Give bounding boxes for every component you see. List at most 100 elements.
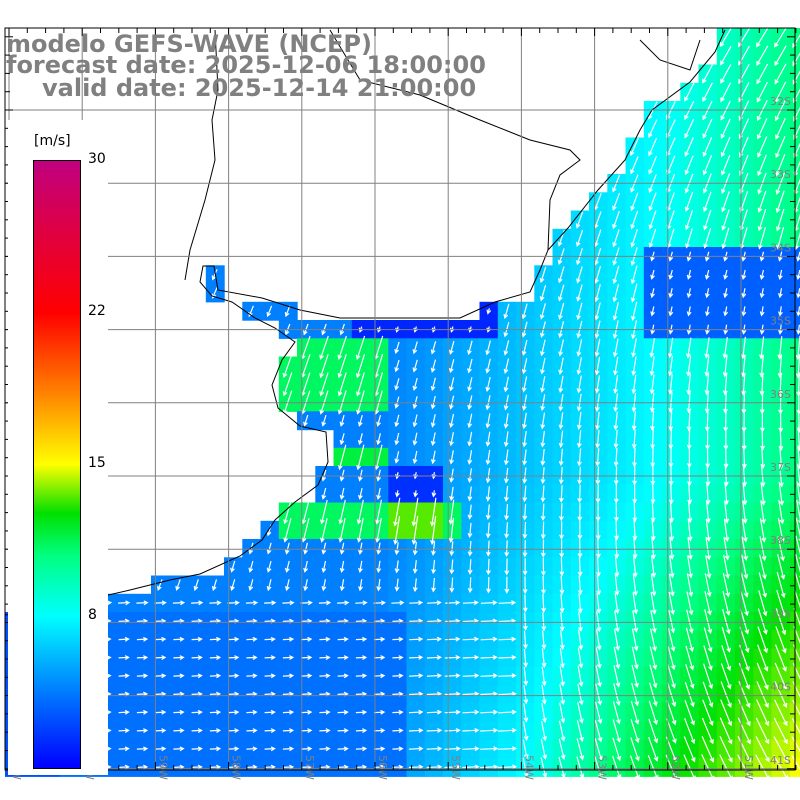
wind-arrow	[685, 228, 693, 249]
wind-arrow	[339, 487, 345, 500]
wind-arrow	[559, 539, 565, 559]
wind-arrow	[796, 499, 800, 524]
wind-arrow	[684, 155, 694, 176]
wind-arrow	[430, 395, 436, 410]
wind-arrow	[594, 737, 603, 761]
wind-arrow	[559, 629, 565, 650]
wind-arrow	[704, 355, 710, 377]
wind-arrow	[704, 337, 710, 359]
wind-arrow	[540, 430, 546, 448]
wind-arrow	[485, 413, 491, 429]
wind-arrow	[209, 655, 222, 661]
wind-arrow	[666, 700, 677, 726]
border-line	[184, 29, 701, 281]
wind-arrow	[741, 536, 749, 561]
wind-arrow	[444, 764, 462, 770]
wind-arrow	[394, 341, 400, 355]
wind-arrow	[648, 192, 657, 212]
wind-arrow	[687, 465, 693, 487]
wind-arrow	[576, 412, 582, 430]
wind-arrow	[503, 449, 509, 466]
wind-arrow	[209, 600, 222, 606]
wind-arrow	[666, 682, 677, 708]
wind-arrow	[319, 372, 329, 397]
wind-arrow	[650, 574, 657, 597]
wind-arrow	[722, 336, 728, 359]
wind-arrow	[614, 520, 620, 541]
wind-arrow	[412, 541, 418, 556]
wind-arrow	[667, 374, 673, 395]
wind-arrow	[558, 412, 564, 430]
lat-label: 37S	[770, 461, 791, 474]
wind-arrow	[559, 521, 565, 540]
wind-arrow	[577, 683, 584, 706]
wind-arrow	[577, 647, 584, 669]
lon-label: 51W	[742, 755, 755, 780]
wind-arrow	[449, 450, 454, 465]
wind-arrow	[376, 560, 382, 574]
wind-arrow	[409, 636, 424, 642]
wind-arrow	[668, 483, 674, 505]
wind-arrow	[355, 600, 368, 606]
wind-arrow	[394, 432, 400, 446]
wind-arrow	[774, 699, 788, 727]
wind-arrow	[576, 284, 583, 302]
wind-arrow	[444, 709, 461, 715]
wind-arrow	[650, 501, 656, 523]
wind-arrow	[756, 45, 769, 66]
wind-arrow	[480, 727, 499, 733]
wind-arrow	[539, 266, 547, 284]
wind-arrow	[668, 306, 674, 317]
wind-arrow	[650, 269, 655, 280]
wind-arrow	[687, 519, 693, 542]
wind-arrow	[559, 666, 566, 687]
wind-arrow	[392, 655, 404, 661]
wind-arrow	[719, 735, 733, 763]
wind-arrow	[394, 396, 400, 409]
wind-arrow	[613, 665, 621, 688]
wind-arrow	[266, 560, 272, 573]
wind-arrow	[282, 673, 295, 679]
wind-arrow	[374, 673, 386, 679]
wind-arrow	[540, 739, 548, 760]
wind-arrow	[374, 709, 386, 715]
wind-arrow	[722, 572, 731, 598]
wind-arrow	[479, 764, 499, 770]
wind-arrow	[504, 485, 509, 502]
wind-arrow	[248, 560, 254, 573]
wind-arrow	[321, 487, 327, 500]
wind-arrow	[650, 519, 656, 542]
wind-arrow	[358, 579, 363, 592]
wind-arrow	[648, 736, 659, 762]
wind-arrow	[426, 746, 443, 752]
wind-arrow	[668, 269, 674, 280]
wind-arrow	[630, 229, 638, 248]
wind-arrow	[721, 627, 731, 653]
wind-arrow	[136, 655, 149, 661]
wind-arrow	[630, 701, 640, 725]
wind-arrow	[449, 541, 455, 557]
wind-arrow	[667, 356, 673, 377]
wind-arrow	[173, 655, 185, 661]
wind-arrow	[430, 432, 436, 447]
wind-arrow	[521, 339, 528, 356]
wind-arrow	[319, 673, 331, 679]
wind-arrow	[498, 636, 517, 642]
wind-arrow	[284, 305, 291, 318]
wind-arrow	[301, 709, 313, 715]
wind-arrow	[426, 727, 443, 733]
wind-arrow	[462, 746, 480, 752]
wind-arrow	[394, 378, 400, 391]
wind-arrow	[650, 483, 656, 505]
wind-arrow	[719, 27, 732, 48]
wind-arrow	[613, 411, 619, 431]
wind-arrow	[630, 265, 638, 285]
wind-arrow	[540, 485, 546, 503]
wind-arrow	[412, 450, 418, 465]
wind-arrow	[558, 503, 564, 522]
wind-arrow	[411, 515, 419, 545]
wind-arrow	[595, 647, 602, 670]
wind-arrow	[444, 673, 461, 679]
wind-arrow	[793, 142, 800, 159]
wind-arrow	[756, 63, 769, 85]
